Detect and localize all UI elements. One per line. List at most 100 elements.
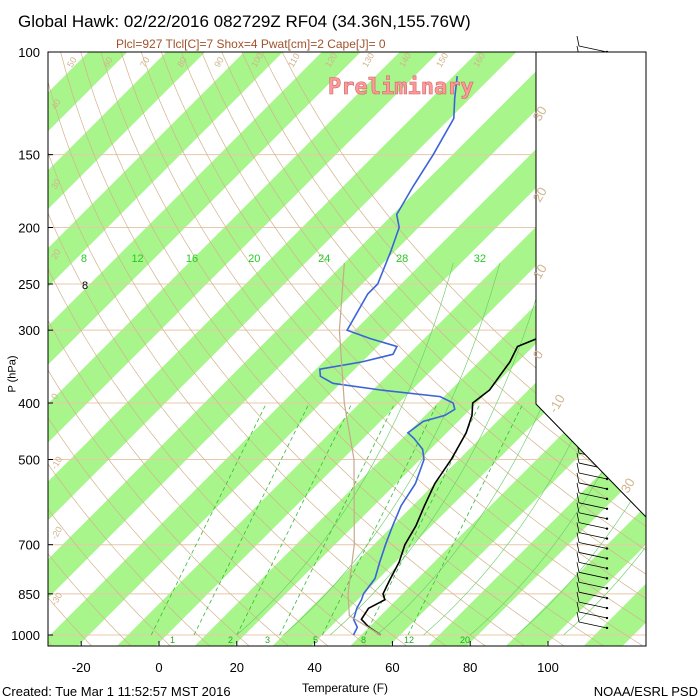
theta-e-label: 10 bbox=[530, 261, 550, 281]
dry-adiabat-line bbox=[181, 52, 646, 575]
pressure-tick-label: 850 bbox=[18, 587, 40, 602]
wind-barb bbox=[576, 522, 609, 540]
dry-adiabat-line bbox=[281, 52, 646, 457]
left-adiabat-label: 40 bbox=[49, 97, 63, 111]
mixing-ratio-bottom-label: 8 bbox=[361, 635, 366, 645]
temperature-tick-label: 80 bbox=[463, 660, 477, 675]
barb-staff bbox=[578, 561, 608, 569]
dry-adiabat-line bbox=[221, 52, 646, 527]
barb-flag bbox=[576, 482, 580, 493]
wind-barb bbox=[576, 552, 609, 570]
mixing-ratio-label: 20 bbox=[248, 253, 260, 265]
barb-flag bbox=[576, 542, 580, 553]
barb-staff bbox=[578, 571, 608, 579]
dry-adiabat-line bbox=[48, 369, 290, 646]
mixing-ratio-bottom-label: 12 bbox=[404, 635, 414, 645]
mixing-ratio-line bbox=[407, 402, 524, 636]
barb-area-mask-upper bbox=[536, 52, 646, 517]
created-timestamp: Created: Tue Mar 1 11:52:57 MST 2016 bbox=[2, 684, 231, 699]
barb-dot bbox=[605, 557, 609, 560]
theta-e-label: 30 bbox=[618, 475, 638, 495]
barb-staff bbox=[578, 532, 608, 539]
y-axis-label: P (hPa) bbox=[6, 355, 19, 393]
dry-adiabat-label: 130 bbox=[360, 51, 376, 69]
wind-barb bbox=[576, 532, 609, 550]
wind-barb bbox=[576, 592, 609, 610]
dry-adiabat-label: 50 bbox=[65, 55, 79, 69]
mixing-ratio-bottom-label: 5 bbox=[313, 635, 318, 645]
sounding-series bbox=[318, 76, 646, 636]
plot-mask bbox=[535, 52, 647, 518]
mixing-ratio-line bbox=[236, 402, 353, 636]
wind-barb bbox=[576, 502, 609, 520]
barb-dot bbox=[605, 596, 609, 600]
moist-adiabat-line bbox=[329, 262, 547, 636]
barb-flag bbox=[576, 492, 580, 503]
wind-barb bbox=[576, 35, 609, 54]
pressure-tick-label: 300 bbox=[18, 323, 40, 338]
wind-barb bbox=[576, 582, 609, 600]
temperature-tick-label: 100 bbox=[537, 660, 559, 675]
barb-staff bbox=[578, 581, 608, 589]
wind-barb bbox=[576, 462, 609, 481]
temperature-tick-label: 20 bbox=[230, 660, 244, 675]
pressure-tick-label: 1000 bbox=[11, 628, 40, 643]
mixing-ratio-label: 8 bbox=[81, 253, 87, 265]
barb-flag bbox=[576, 552, 580, 563]
barb-dot bbox=[605, 517, 609, 520]
mixing-ratio-line bbox=[193, 402, 310, 636]
green-band bbox=[48, 52, 646, 646]
pressure-tick-label: 200 bbox=[18, 221, 40, 236]
wind-barb bbox=[576, 601, 609, 620]
credit-label: NOAA/ESRL PSD bbox=[593, 684, 698, 699]
temperature-tick-label: 0 bbox=[155, 660, 162, 675]
green-band bbox=[48, 52, 206, 210]
barb-flag bbox=[576, 562, 580, 573]
mixing-ratio-bottom-label: 1 bbox=[170, 635, 175, 645]
barb-flag bbox=[576, 522, 580, 533]
barb-dot bbox=[605, 477, 609, 481]
barb-dot bbox=[605, 577, 609, 580]
barb-flag bbox=[576, 611, 580, 623]
barb-dot bbox=[605, 487, 609, 491]
dry-adiabat-line bbox=[48, 319, 329, 646]
mixing-ratio-label: 12 bbox=[131, 253, 143, 265]
barb-dot bbox=[605, 547, 609, 550]
watermark: Preliminary bbox=[328, 75, 474, 100]
barb-dot bbox=[605, 626, 609, 630]
green-band bbox=[48, 52, 283, 287]
wind-barb bbox=[576, 512, 609, 530]
dry-adiabat-label: 60 bbox=[101, 55, 115, 69]
barb-staff bbox=[578, 611, 608, 619]
dewpoint-line bbox=[318, 76, 458, 636]
green-band bbox=[48, 52, 595, 599]
dry-adiabat-line bbox=[48, 80, 487, 646]
mixing-ratio-line bbox=[150, 402, 267, 636]
barb-flag bbox=[576, 512, 580, 523]
barb-flag bbox=[576, 462, 580, 474]
barb-flag bbox=[576, 572, 580, 583]
mixing-ratio-label: 24 bbox=[318, 253, 330, 265]
barb-dot bbox=[605, 497, 609, 501]
dry-adiabat-line bbox=[48, 212, 408, 646]
barb-dot bbox=[605, 606, 609, 610]
wind-barb bbox=[576, 542, 609, 560]
dry-adiabat-label: 110 bbox=[286, 52, 302, 69]
dry-adiabat-label: 70 bbox=[138, 55, 152, 69]
dry-adiabat-line bbox=[48, 417, 250, 646]
mixing-ratio-bottom-label: 20 bbox=[460, 635, 470, 645]
dry-adiabat-line bbox=[80, 52, 565, 646]
dry-adiabat-line bbox=[100, 52, 605, 646]
wind-barb bbox=[576, 482, 609, 501]
plot-frame bbox=[47, 51, 647, 647]
dry-adiabat-label: 80 bbox=[175, 55, 189, 69]
theta-e-label: 20 bbox=[530, 184, 550, 204]
mixing-ratio-label: 32 bbox=[474, 253, 486, 265]
mixing-ratio-line bbox=[322, 402, 439, 636]
left-adiabat-label: 20 bbox=[49, 247, 63, 261]
pressure-tick-label: 100 bbox=[18, 45, 40, 60]
barb-flag bbox=[576, 35, 580, 47]
dry-adiabat-line bbox=[160, 52, 646, 599]
chart-subtitle: Plcl=927 Tlcl[C]=7 Shox=4 Pwat[cm]=2 Cap… bbox=[116, 37, 386, 51]
green-band bbox=[116, 116, 646, 646]
